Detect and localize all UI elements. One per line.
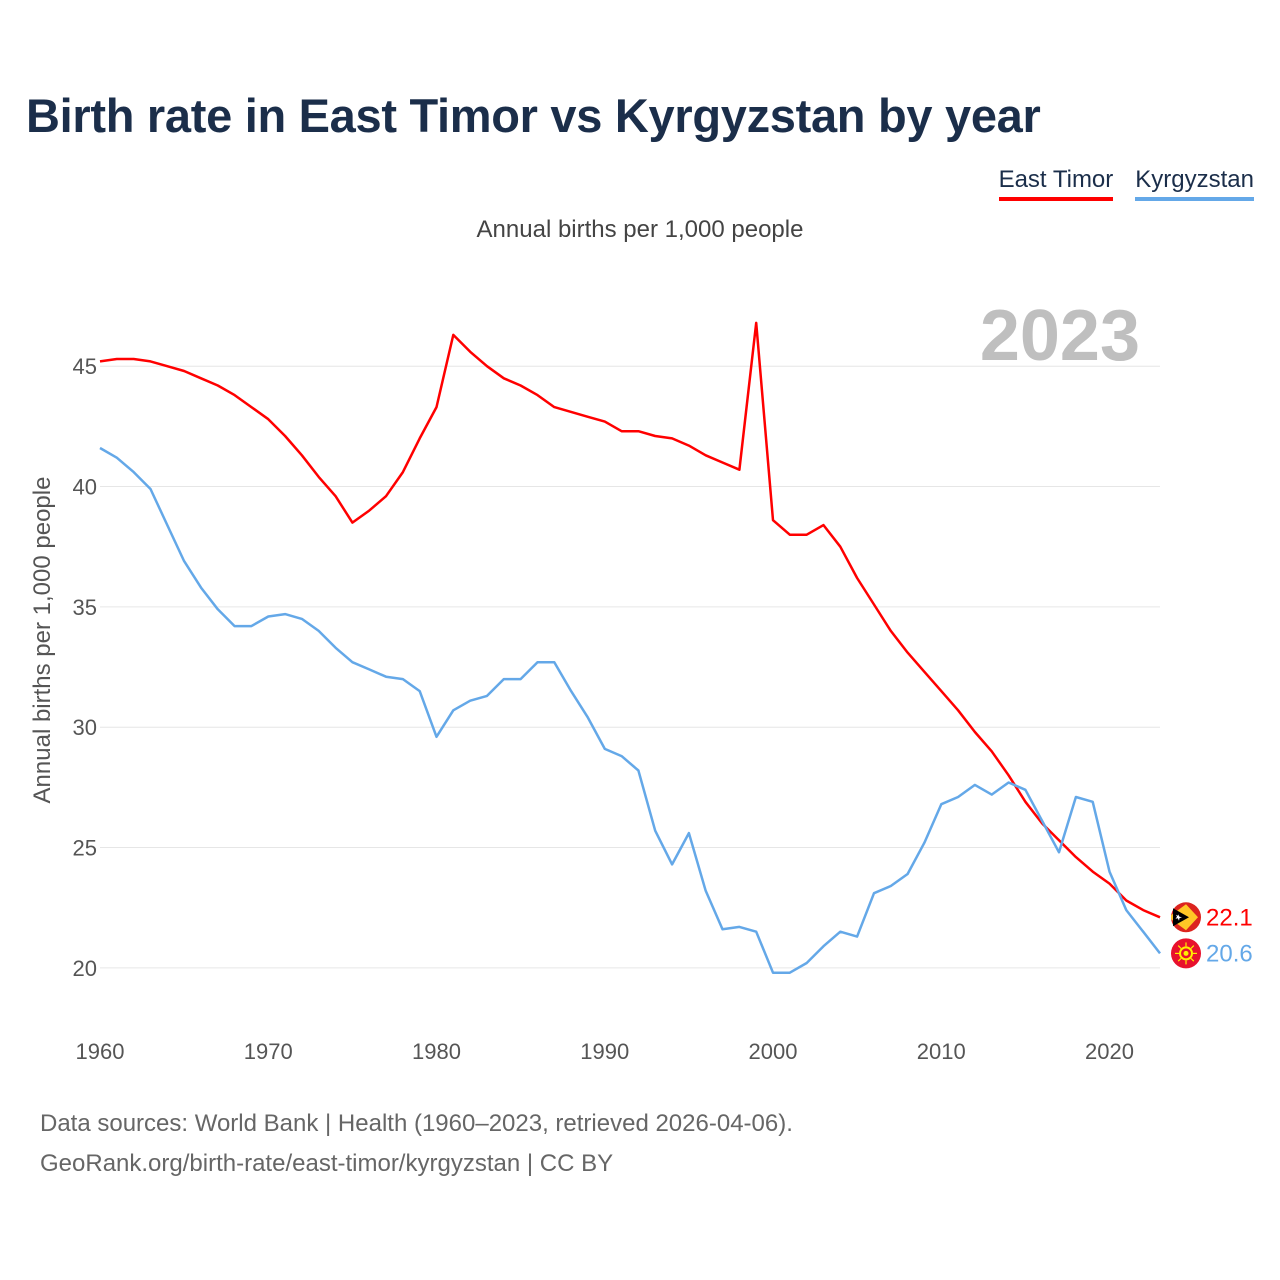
legend-item-kyrgyzstan[interactable]: Kyrgyzstan — [1135, 166, 1254, 201]
x-axis-ticks: 1960 1970 1980 1990 2000 2010 2020 — [76, 1039, 1134, 1064]
chart-title: Birth rate in East Timor vs Kyrgyzstan b… — [26, 89, 1041, 142]
plot-area: 2023 Annual births per 1,000 people 20 25… — [29, 296, 1253, 1064]
series-line-east-timor[interactable] — [99, 321, 1161, 919]
x-tick-label: 2010 — [917, 1039, 966, 1064]
year-watermark: 2023 — [980, 296, 1140, 376]
gridlines — [100, 365, 1160, 969]
end-value-east-timor: 22.1 — [1206, 904, 1253, 931]
y-tick-label: 30 — [73, 715, 97, 740]
chart-subtitle: Annual births per 1,000 people — [476, 216, 804, 243]
footer: Data sources: World Bank | Health (1960–… — [40, 1104, 793, 1184]
y-tick-label: 45 — [73, 354, 97, 379]
x-tick-label: 2020 — [1085, 1039, 1134, 1064]
y-axis-ticks: 20 25 30 35 40 45 — [73, 354, 97, 981]
y-axis-label: Annual births per 1,000 people — [29, 477, 56, 804]
legend: East Timor Kyrgyzstan — [998, 166, 1254, 201]
end-markers: 22.1 20.6 — [1171, 902, 1253, 969]
x-tick-label: 1990 — [580, 1039, 629, 1064]
x-tick-label: 2000 — [749, 1039, 798, 1064]
y-tick-label: 35 — [73, 595, 97, 620]
legend-item-east-timor[interactable]: East Timor — [998, 166, 1114, 201]
series-lines — [99, 321, 1161, 974]
x-tick-label: 1980 — [412, 1039, 461, 1064]
flag-east-timor-icon — [1171, 902, 1201, 933]
y-tick-label: 20 — [73, 956, 97, 981]
series-line-kyrgyzstan[interactable] — [99, 446, 1161, 974]
source-url[interactable]: GeoRank.org/birth-rate/east-timor/kyrgyz… — [40, 1150, 614, 1177]
y-tick-label: 25 — [73, 836, 97, 861]
x-tick-label: 1970 — [244, 1039, 293, 1064]
flag-kyrgyzstan-icon — [1171, 938, 1201, 969]
y-tick-label: 40 — [73, 475, 97, 500]
end-value-kyrgyzstan: 20.6 — [1206, 940, 1253, 967]
data-source-note: Data sources: World Bank | Health (1960–… — [40, 1110, 793, 1137]
x-tick-label: 1960 — [76, 1039, 125, 1064]
